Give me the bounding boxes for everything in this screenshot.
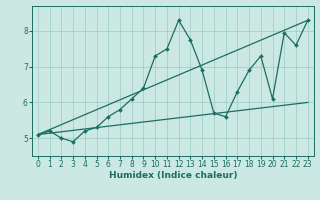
X-axis label: Humidex (Indice chaleur): Humidex (Indice chaleur) (108, 171, 237, 180)
